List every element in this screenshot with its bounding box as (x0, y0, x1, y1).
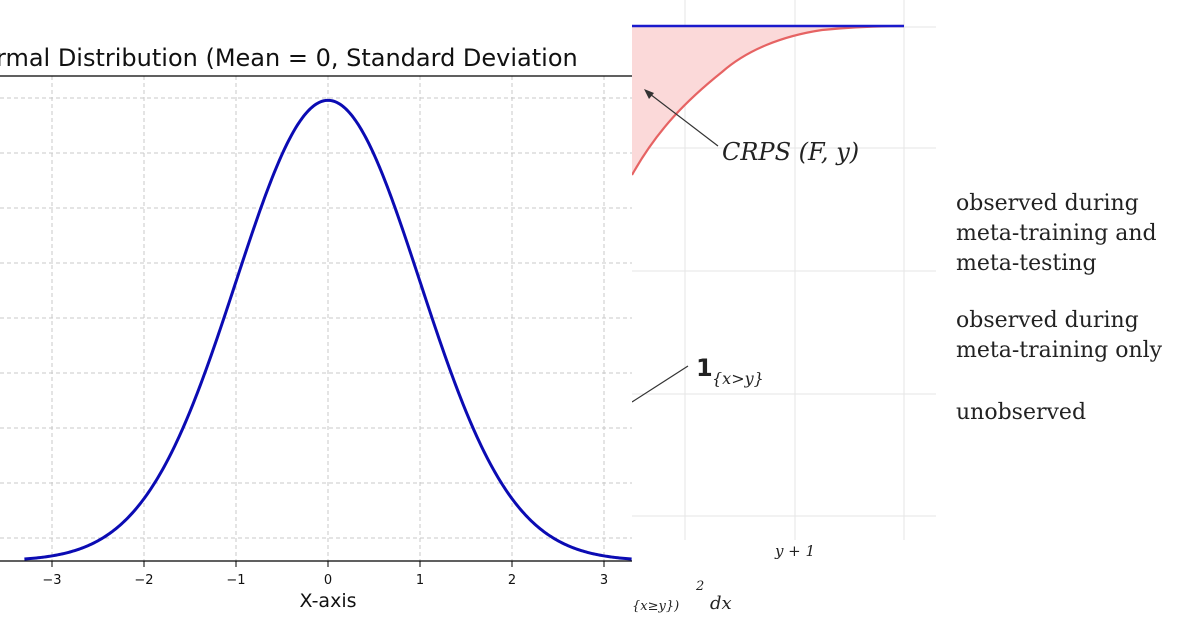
crps-illustration: CRPS (F, y) 1 {x>y} y + 1 {x≥y}) 2 dx (632, 0, 952, 630)
crps-arrow-line (645, 90, 719, 147)
legend-line: meta-training and (956, 221, 1157, 246)
crps-svg: CRPS (F, y) 1 {x>y} y + 1 {x≥y}) 2 dx (632, 0, 936, 614)
legend-unobserved: unobserved (956, 398, 1086, 428)
crps-arrow-head (644, 89, 654, 99)
legend-line: observed during (956, 191, 1139, 216)
xtick-label-y-plus-1: y + 1 (774, 542, 815, 560)
legend-observed-training: observed during meta-training only (956, 306, 1162, 366)
legend-line: meta-training only (956, 338, 1163, 363)
normal-distribution-chart: −3 −2 −1 0 1 2 3 rmal Distribution (Mean = 0, … (0, 44, 632, 612)
formula-power: 2 (695, 579, 704, 594)
x-tick-label: 3 (600, 573, 608, 588)
x-tick-label: 1 (416, 573, 424, 588)
formula-fragment: {x≥y}) (632, 599, 679, 614)
x-tick-label: −1 (226, 573, 245, 588)
x-tick-label: −2 (134, 573, 153, 588)
legend-line: unobserved (956, 400, 1087, 425)
x-axis-label: X-axis (300, 590, 357, 612)
indicator-subscript: {x>y} (712, 369, 764, 388)
x-tick-label: −3 (42, 573, 61, 588)
series-line-normal-pdf (24, 98, 632, 561)
indicator-label: 1 (696, 354, 713, 382)
x-tick-label: 2 (508, 573, 516, 588)
x-ticks: −3 −2 −1 0 1 2 3 (42, 561, 608, 588)
indicator-pointer-line (632, 365, 689, 403)
formula-dx: dx (710, 593, 732, 614)
chart-title: rmal Distribution (Mean = 0, Standard De… (0, 44, 578, 72)
normal-distribution-svg: −3 −2 −1 0 1 2 3 rmal Distribution (Mean = 0, … (0, 44, 632, 612)
grid (0, 76, 632, 561)
legend-line: observed during (956, 308, 1139, 333)
legend-line: meta-testing (956, 251, 1097, 276)
x-tick-label: 0 (324, 573, 332, 588)
crps-label: CRPS (F, y) (722, 138, 859, 166)
crps-shaded-area (632, 26, 904, 175)
legend-observed-both: observed during meta-training and meta-t… (956, 189, 1157, 279)
